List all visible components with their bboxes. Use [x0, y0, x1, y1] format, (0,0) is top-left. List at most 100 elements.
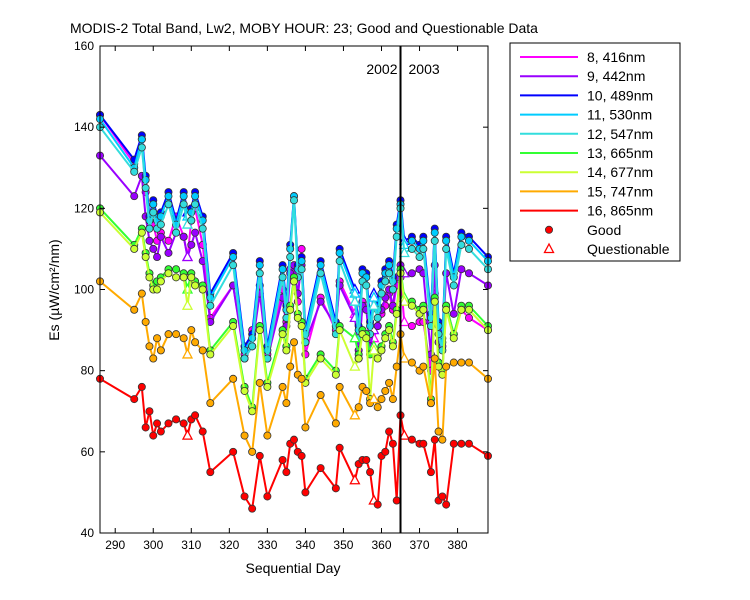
good-point: [240, 354, 249, 363]
series-12-547nm: [96, 123, 492, 363]
y-tick-label: 100: [74, 283, 94, 297]
good-point: [137, 382, 146, 391]
good-point: [373, 313, 382, 322]
y-tick-label: 120: [74, 201, 94, 215]
good-point: [434, 427, 443, 436]
good-point: [430, 435, 439, 444]
good-point: [289, 435, 298, 444]
good-point: [149, 244, 158, 253]
legend-entry-10-489nm: 10, 489nm: [587, 87, 653, 103]
good-point: [449, 358, 458, 367]
legend-entry-questionable: Questionable: [587, 241, 670, 257]
questionable-point: [349, 360, 361, 371]
good-point: [377, 289, 386, 298]
legend-entry-13-665nm: 13, 665nm: [587, 145, 653, 161]
good-point: [331, 484, 340, 493]
good-point: [442, 244, 451, 253]
good-point: [172, 330, 181, 339]
good-point: [388, 439, 397, 448]
legend-entry-15-747nm: 15, 747nm: [587, 183, 653, 199]
good-point: [278, 455, 287, 464]
good-point: [137, 135, 146, 144]
chart-title: MODIS-2 Total Band, Lw2, MOBY HOUR: 23; …: [70, 20, 538, 36]
good-point: [335, 382, 344, 391]
good-point: [172, 265, 181, 274]
good-point: [149, 208, 158, 217]
good-point: [179, 273, 188, 282]
good-point: [198, 427, 207, 436]
good-point: [385, 378, 394, 387]
good-point: [156, 346, 165, 355]
good-point: [297, 322, 306, 331]
good-point: [164, 192, 173, 201]
good-point: [316, 354, 325, 363]
good-point: [301, 488, 310, 497]
good-point: [172, 273, 181, 282]
good-point: [191, 338, 200, 347]
good-point: [278, 330, 287, 339]
good-point: [141, 317, 150, 326]
good-point: [286, 362, 295, 371]
good-point: [407, 435, 416, 444]
x-tick-label: 370: [410, 538, 430, 552]
good-point: [187, 240, 196, 249]
good-point: [457, 232, 466, 241]
good-point: [438, 492, 447, 501]
good-point: [255, 261, 264, 270]
good-point: [407, 322, 416, 331]
good-point: [141, 423, 150, 432]
good-point: [187, 273, 196, 282]
good-point: [407, 269, 416, 278]
good-point: [145, 273, 154, 282]
good-point: [430, 354, 439, 363]
good-point: [297, 451, 306, 460]
questionable-point: [349, 295, 361, 306]
good-point: [442, 305, 451, 314]
good-point: [373, 500, 382, 509]
legend-entry-good: Good: [587, 222, 621, 238]
good-point: [156, 220, 165, 229]
good-point: [172, 228, 181, 237]
questionable-point: [181, 250, 194, 262]
good-point: [130, 192, 139, 201]
good-point: [419, 236, 428, 245]
good-point: [301, 423, 310, 432]
good-point: [206, 301, 215, 310]
x-tick-label: 310: [181, 538, 201, 552]
good-point: [255, 326, 264, 335]
good-point: [316, 391, 325, 400]
y-tick-label: 60: [81, 445, 95, 459]
good-point: [248, 504, 257, 513]
good-point: [141, 253, 150, 262]
good-point: [377, 346, 386, 355]
good-point: [240, 492, 249, 501]
good-point: [297, 244, 306, 253]
legend-entry-16-865nm: 16, 865nm: [587, 203, 653, 219]
good-point: [449, 439, 458, 448]
good-point: [297, 257, 306, 266]
questionable-point: [181, 429, 194, 440]
good-point: [187, 216, 196, 225]
good-point: [255, 378, 264, 387]
good-point: [179, 334, 188, 343]
plot-series: [96, 110, 492, 513]
good-point: [419, 362, 428, 371]
good-point: [381, 447, 390, 456]
good-point: [286, 305, 295, 314]
good-point: [373, 322, 382, 331]
legend-entry-11-530nm: 11, 530nm: [587, 107, 652, 123]
legend-entry-14-677nm: 14, 677nm: [587, 164, 653, 180]
good-point: [316, 464, 325, 473]
questionable-point: [368, 392, 380, 404]
good-point: [297, 374, 306, 383]
good-point: [179, 192, 188, 201]
questionable-point: [181, 348, 194, 359]
good-point: [297, 265, 306, 274]
good-point: [415, 253, 424, 262]
good-point: [191, 228, 200, 237]
questionable-point: [349, 408, 361, 420]
questionable-point: [398, 429, 410, 440]
good-point: [392, 232, 401, 241]
year-label-2002: 2002: [366, 61, 397, 77]
good-point: [419, 439, 428, 448]
